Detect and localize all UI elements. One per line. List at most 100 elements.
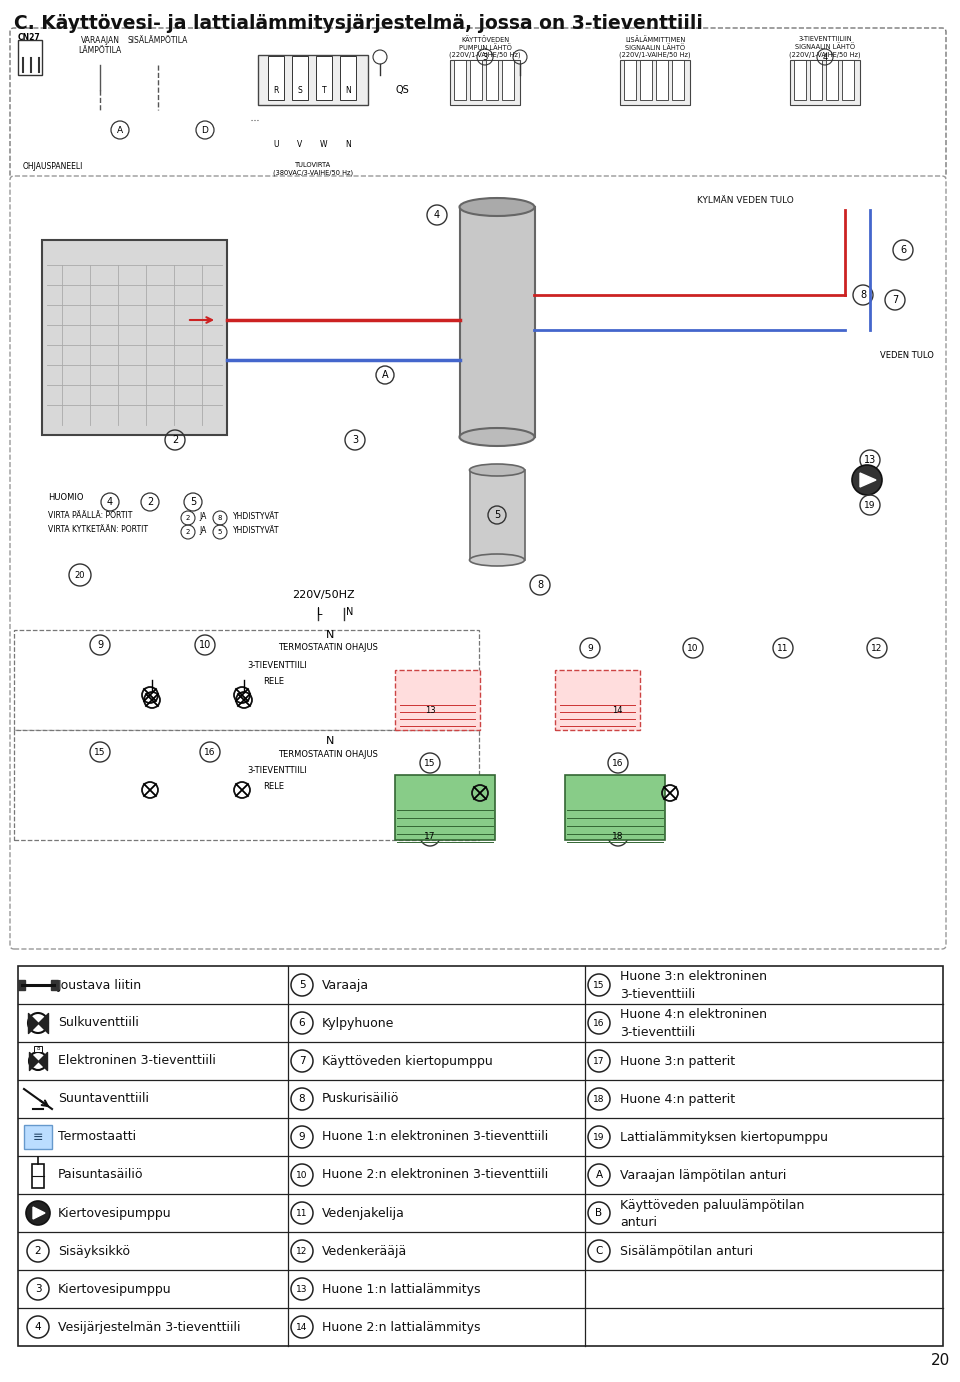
- Text: B: B: [595, 1208, 603, 1218]
- Text: 5: 5: [190, 498, 196, 507]
- Text: 7: 7: [299, 1056, 305, 1066]
- Bar: [18, 980, 25, 990]
- Text: 10: 10: [687, 644, 699, 652]
- Bar: [18, 40, 42, 75]
- Text: 15: 15: [424, 759, 436, 767]
- Text: 2: 2: [186, 529, 190, 535]
- Text: Huone 4:n patterit: Huone 4:n patterit: [620, 1093, 735, 1106]
- Text: ≡: ≡: [33, 1130, 43, 1143]
- Text: 2: 2: [186, 515, 190, 521]
- Text: 13: 13: [864, 455, 876, 464]
- Text: VIRTA KYTKETÄÄN: PORTIT: VIRTA KYTKETÄÄN: PORTIT: [48, 525, 148, 533]
- Bar: [42, 240, 227, 435]
- Text: 15: 15: [94, 748, 106, 756]
- FancyBboxPatch shape: [10, 176, 946, 949]
- Text: Elektroninen 3-tieventtiili: Elektroninen 3-tieventtiili: [58, 1054, 216, 1067]
- Text: D: D: [202, 126, 208, 134]
- Bar: [672, 59, 684, 100]
- Bar: [470, 470, 525, 560]
- Bar: [454, 59, 466, 100]
- Text: Paisuntasäiliö: Paisuntasäiliö: [58, 1169, 143, 1182]
- Text: Käyttöveden kiertopumppu: Käyttöveden kiertopumppu: [322, 1054, 492, 1067]
- Text: 3-TIEVENTTIILI: 3-TIEVENTTIILI: [247, 766, 307, 775]
- Text: 18: 18: [593, 1095, 605, 1103]
- Text: 8: 8: [299, 1095, 305, 1104]
- Text: 4: 4: [823, 53, 828, 62]
- Text: 8: 8: [218, 515, 223, 521]
- Text: 17: 17: [424, 832, 436, 840]
- Text: Vedenjakelija: Vedenjakelija: [322, 1206, 405, 1219]
- Text: 2: 2: [147, 498, 154, 507]
- Text: 9: 9: [299, 1132, 305, 1142]
- Bar: [268, 57, 284, 100]
- Bar: [640, 59, 652, 100]
- Text: 13: 13: [424, 705, 435, 714]
- Text: SISÄLÄMPÖTILA: SISÄLÄMPÖTILA: [128, 36, 188, 46]
- Bar: [51, 980, 58, 990]
- Text: N: N: [325, 630, 334, 640]
- Text: 2: 2: [172, 435, 179, 445]
- Text: 3: 3: [35, 1284, 41, 1294]
- Text: 14: 14: [297, 1323, 308, 1331]
- Bar: [502, 59, 514, 100]
- Text: 3-tieventtiili: 3-tieventtiili: [620, 1025, 695, 1038]
- Bar: [18, 966, 943, 1346]
- Text: 11: 11: [778, 644, 789, 652]
- Text: Huone 2:n lattialämmitys: Huone 2:n lattialämmitys: [322, 1320, 481, 1334]
- Text: 3-tieventtiili: 3-tieventtiili: [620, 988, 695, 1001]
- Text: 3-TIEVENTTIILIIN
SIGNAALIN LÄHTÖ
(220V/1-VAIHE/50 Hz): 3-TIEVENTTIILIIN SIGNAALIN LÄHTÖ (220V/1…: [789, 36, 861, 58]
- Ellipse shape: [469, 464, 524, 475]
- Text: OHJAUSPANEELI: OHJAUSPANEELI: [23, 162, 84, 171]
- Text: 9: 9: [588, 644, 593, 652]
- Text: 13: 13: [297, 1284, 308, 1294]
- Text: 6: 6: [900, 245, 906, 256]
- Text: 11: 11: [297, 1208, 308, 1218]
- Text: CN27: CN27: [18, 33, 40, 41]
- Text: W: W: [321, 140, 327, 149]
- Text: Huone 1:n lattialämmitys: Huone 1:n lattialämmitys: [322, 1282, 481, 1295]
- Text: C: C: [595, 1247, 603, 1256]
- Text: 3-TIEVENTTIILI: 3-TIEVENTTIILI: [247, 661, 307, 670]
- Polygon shape: [33, 1206, 45, 1219]
- Text: 5: 5: [493, 510, 500, 520]
- Text: C. Käyttövesi- ja lattialämmitysjärjestelmä, jossa on 3-tieventtiili: C. Käyttövesi- ja lattialämmitysjärjeste…: [14, 14, 703, 33]
- Text: 8: 8: [36, 1046, 39, 1052]
- Bar: [794, 59, 806, 100]
- Ellipse shape: [469, 554, 524, 567]
- Text: 16: 16: [204, 748, 216, 756]
- Bar: [450, 59, 520, 105]
- Text: Huone 3:n elektroninen: Huone 3:n elektroninen: [620, 970, 767, 984]
- Text: QS: QS: [396, 86, 410, 95]
- Bar: [14, 630, 479, 730]
- Text: HUOMIO: HUOMIO: [48, 493, 84, 502]
- Text: 4: 4: [434, 210, 440, 220]
- Bar: [34, 1046, 42, 1052]
- Bar: [32, 1164, 44, 1189]
- Text: 2: 2: [35, 1247, 41, 1256]
- Text: 16: 16: [593, 1019, 605, 1027]
- Bar: [395, 775, 495, 840]
- Text: Sisäyksikkö: Sisäyksikkö: [58, 1245, 130, 1258]
- Text: A: A: [117, 126, 123, 134]
- Bar: [395, 670, 480, 730]
- Text: 17: 17: [593, 1056, 605, 1066]
- Text: VIRTA PÄÄLLÄ: PORTIT: VIRTA PÄÄLLÄ: PORTIT: [48, 511, 132, 520]
- FancyBboxPatch shape: [10, 28, 946, 180]
- Polygon shape: [860, 473, 876, 486]
- Text: Vedenkerääjä: Vedenkerääjä: [322, 1245, 407, 1258]
- Text: A: A: [595, 1171, 603, 1180]
- Text: 15: 15: [593, 980, 605, 990]
- Text: 16: 16: [612, 759, 624, 767]
- Text: 5: 5: [218, 529, 222, 535]
- Bar: [258, 55, 368, 105]
- Text: Lattialämmityksen kiertopumppu: Lattialämmityksen kiertopumppu: [620, 1130, 828, 1143]
- Bar: [14, 730, 479, 840]
- Text: V: V: [298, 140, 302, 149]
- Bar: [826, 59, 838, 100]
- Bar: [292, 57, 308, 100]
- Text: Huone 2:n elektroninen 3-tieventtiili: Huone 2:n elektroninen 3-tieventtiili: [322, 1169, 548, 1182]
- Text: KÄYTTÖVEDEN
PUMPUN LÄHTÖ
(220V/1-VAIHE/50 Hz): KÄYTTÖVEDEN PUMPUN LÄHTÖ (220V/1-VAIHE/5…: [449, 36, 521, 58]
- Text: 4: 4: [107, 498, 113, 507]
- Text: A: A: [382, 370, 388, 380]
- Bar: [24, 1125, 52, 1148]
